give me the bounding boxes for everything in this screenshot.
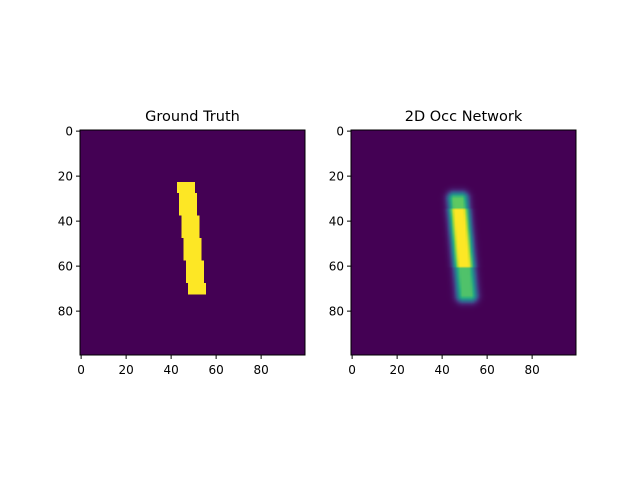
x-tick-label: 0 [348, 363, 356, 377]
y-tick-label: 40 [58, 215, 73, 229]
x-tick-label: 0 [77, 363, 85, 377]
heatmap-image [80, 130, 305, 355]
x-tick-label: 80 [253, 363, 268, 377]
x-tick-label: 80 [524, 363, 539, 377]
chart-title: Ground Truth [145, 109, 240, 125]
y-tick-label: 60 [329, 260, 344, 274]
x-tick-label: 60 [479, 363, 494, 377]
x-tick-label: 60 [208, 363, 223, 377]
axes-frame [350, 129, 577, 356]
x-tick-label: 40 [163, 363, 178, 377]
y-tick-label: 20 [58, 170, 73, 184]
panel-2d-occ-network: 2D Occ Network 0 20 40 60 80 0 20 40 60 80 [329, 109, 577, 377]
axes-frame [79, 129, 306, 356]
x-tick-label: 20 [389, 363, 404, 377]
heatmap-image [351, 130, 576, 355]
y-tick-label: 20 [329, 170, 344, 184]
panel-ground-truth: Ground Truth 0 20 40 60 80 0 20 40 60 80 [58, 109, 306, 377]
y-tick-label: 80 [58, 305, 73, 319]
y-tick-label: 40 [329, 215, 344, 229]
x-tick-label: 40 [434, 363, 449, 377]
y-tick-label: 80 [329, 305, 344, 319]
y-tick-label: 60 [58, 260, 73, 274]
y-tick-label: 0 [336, 125, 344, 139]
y-tick-label: 0 [65, 125, 73, 139]
x-tick-label: 20 [118, 363, 133, 377]
chart-title: 2D Occ Network [405, 109, 523, 125]
